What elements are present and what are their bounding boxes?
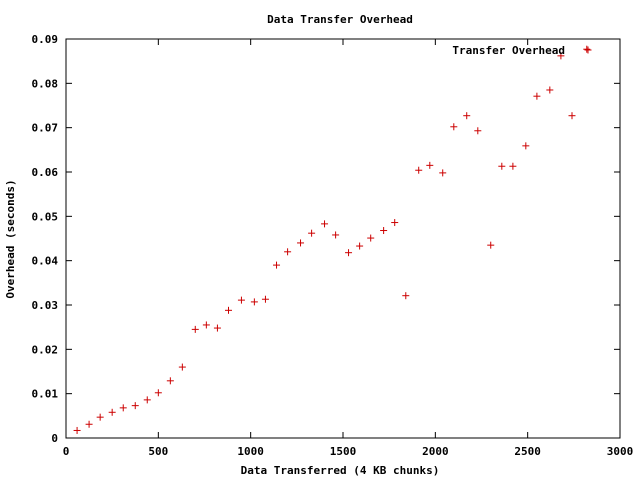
data-point (213, 324, 221, 332)
data-points (73, 45, 591, 434)
data-point (583, 45, 591, 53)
data-point (154, 389, 162, 397)
data-point (487, 241, 495, 249)
data-point (237, 296, 245, 304)
data-point (131, 402, 139, 410)
data-point (225, 306, 233, 314)
x-tick-label: 3000 (607, 445, 634, 458)
y-tick-label: 0.09 (32, 33, 59, 46)
data-point (522, 142, 530, 150)
legend-marker (584, 46, 592, 54)
y-tick-label: 0.05 (32, 210, 59, 223)
y-tick-label: 0.07 (32, 122, 59, 135)
data-point (509, 162, 517, 170)
data-point (321, 220, 329, 228)
data-point (108, 408, 116, 416)
y-tick-label: 0.03 (32, 299, 59, 312)
data-point (73, 426, 81, 434)
x-tick-label: 500 (148, 445, 168, 458)
data-point (250, 298, 258, 306)
data-point (166, 377, 174, 385)
data-point (546, 86, 554, 94)
y-tick-label: 0.08 (32, 77, 59, 90)
x-tick-label: 1000 (237, 445, 264, 458)
data-point (96, 413, 104, 421)
axes: 0 500 1000 1500 2000 2500 3000 0 0.01 0.02 0.03 0.0… (32, 33, 634, 458)
data-point (367, 234, 375, 242)
data-point (297, 239, 305, 247)
data-point (380, 227, 388, 235)
chart-title: Data Transfer Overhead (267, 13, 413, 26)
y-tick-label: 0.01 (32, 388, 59, 401)
data-point (474, 127, 482, 135)
data-point (568, 112, 576, 120)
y-axis-label: Overhead (seconds) (4, 179, 17, 298)
data-point (402, 292, 410, 300)
x-tick-label: 2000 (422, 445, 449, 458)
y-tick-label: 0.04 (32, 255, 59, 268)
data-point (557, 52, 565, 60)
legend: Transfer Overhead (452, 44, 592, 57)
data-point (345, 249, 353, 257)
data-point (426, 161, 434, 169)
data-point (284, 248, 292, 256)
y-tick-label: 0 (51, 432, 58, 445)
data-point (356, 242, 364, 250)
x-tick-label: 1500 (330, 445, 357, 458)
data-point (498, 162, 506, 170)
data-point (178, 363, 186, 371)
data-point (439, 169, 447, 177)
data-point (202, 321, 210, 329)
data-point (450, 123, 458, 131)
data-point (391, 219, 399, 227)
data-point (463, 112, 471, 120)
data-point (261, 295, 269, 303)
x-axis-label: Data Transferred (4 KB chunks) (241, 464, 440, 477)
data-point (308, 229, 316, 237)
data-point (85, 420, 93, 428)
data-point (191, 325, 199, 333)
data-point (273, 261, 281, 269)
y-tick-label: 0.02 (32, 343, 59, 356)
data-point (415, 166, 423, 174)
data-point (143, 396, 151, 404)
data-point (533, 92, 541, 100)
data-point (332, 231, 340, 239)
legend-label: Transfer Overhead (452, 44, 565, 57)
x-tick-label: 2500 (514, 445, 541, 458)
y-tick-label: 0.06 (32, 166, 59, 179)
x-tick-label: 0 (63, 445, 70, 458)
data-point (119, 404, 127, 412)
